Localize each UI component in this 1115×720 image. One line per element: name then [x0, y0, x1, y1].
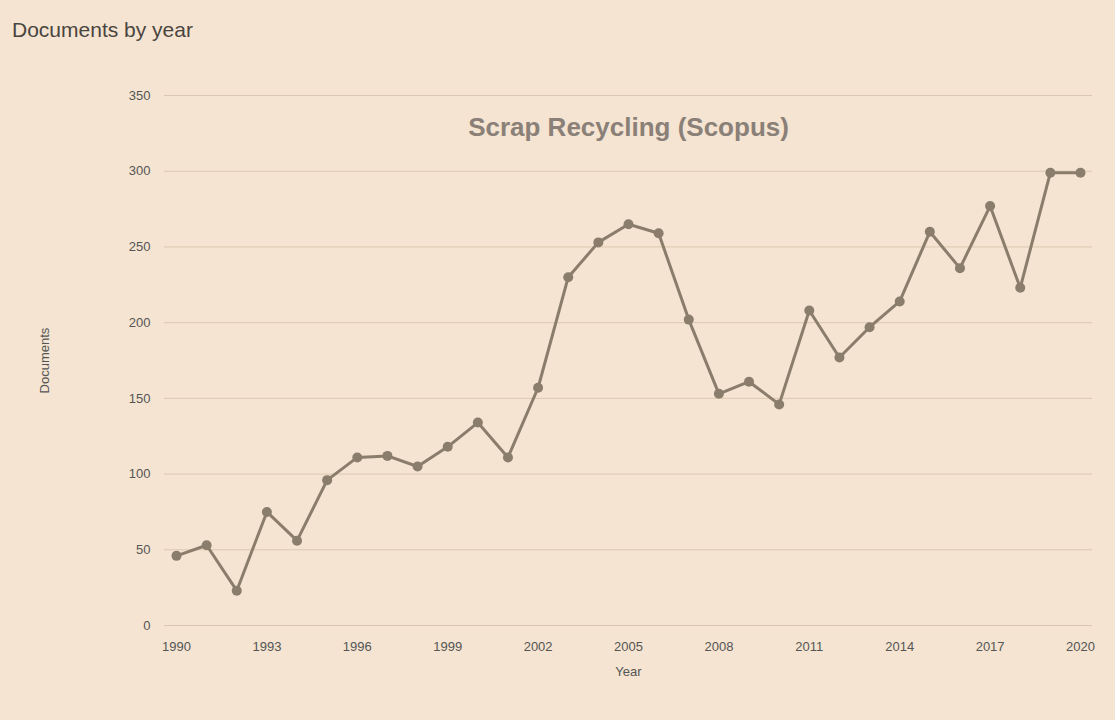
svg-text:250: 250 [129, 239, 151, 254]
svg-text:0: 0 [143, 618, 150, 633]
svg-text:2008: 2008 [704, 639, 733, 654]
svg-text:2014: 2014 [885, 639, 914, 654]
svg-text:200: 200 [129, 315, 151, 330]
svg-text:Scrap Recycling (Scopus): Scrap Recycling (Scopus) [468, 112, 789, 142]
svg-text:350: 350 [129, 88, 151, 103]
svg-text:Documents: Documents [37, 327, 52, 393]
svg-text:2020: 2020 [1066, 639, 1095, 654]
svg-text:2002: 2002 [524, 639, 553, 654]
svg-text:1990: 1990 [162, 639, 191, 654]
svg-text:2005: 2005 [614, 639, 643, 654]
svg-text:50: 50 [136, 542, 150, 557]
svg-text:100: 100 [129, 466, 151, 481]
svg-text:1999: 1999 [433, 639, 462, 654]
svg-text:2017: 2017 [976, 639, 1005, 654]
svg-text:Year: Year [615, 664, 642, 679]
html-text:Documents by year: Documents by year [12, 18, 193, 41]
svg-text:1993: 1993 [252, 639, 281, 654]
svg-text:2011: 2011 [795, 639, 823, 654]
svg-text:300: 300 [129, 163, 151, 178]
svg-text:1996: 1996 [343, 639, 372, 654]
svg-text:150: 150 [129, 391, 151, 406]
